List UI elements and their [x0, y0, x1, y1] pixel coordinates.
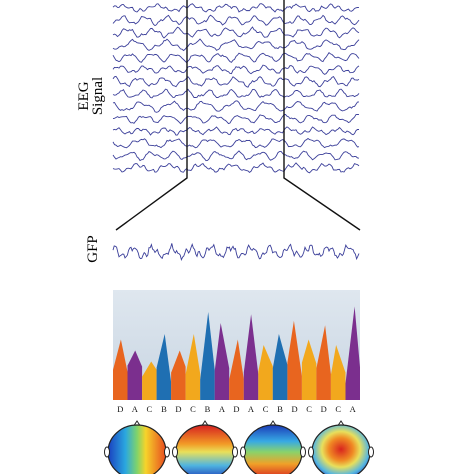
- eeg-channel-trace: [112, 75, 360, 88]
- scalp-map: [243, 424, 303, 474]
- microstate-segment-c: [258, 345, 273, 400]
- microstate-label: C: [146, 404, 152, 414]
- microstate-label: D: [117, 404, 123, 414]
- microstate-segment-d: [113, 339, 128, 400]
- microstate-segment-c: [185, 334, 201, 400]
- eeg-channel-trace: [112, 137, 360, 149]
- ear-right: [164, 446, 170, 458]
- microstate-segment-a: [214, 323, 230, 400]
- eeg-label-line1: EEG: [76, 81, 92, 111]
- microstate-label: A: [219, 404, 226, 414]
- eeg-channel-trace: [112, 150, 360, 162]
- microstate-segment-b: [200, 312, 215, 400]
- topomap-1: [104, 420, 170, 474]
- microstate-label: C: [190, 404, 196, 414]
- microstate-segment-a: [243, 314, 259, 400]
- microstate-label: A: [350, 404, 357, 414]
- scalp-map: [175, 424, 235, 474]
- microstate-label: D: [233, 404, 239, 414]
- eeg-channel-trace: [112, 113, 360, 125]
- microstate-segment-d: [287, 320, 302, 400]
- microstate-label: B: [277, 404, 283, 414]
- microstate-label: B: [205, 404, 211, 414]
- microstate-segment-a: [127, 350, 143, 400]
- microstate-label: D: [175, 404, 181, 414]
- topographic-maps: [104, 420, 374, 474]
- microstate-label: D: [292, 404, 298, 414]
- ear-left: [240, 446, 246, 458]
- microstate-segment-d: [171, 350, 186, 400]
- ear-right: [368, 446, 374, 458]
- microstate-segment-c: [301, 339, 317, 400]
- ear-right: [300, 446, 306, 458]
- eeg-channel-trace: [112, 126, 359, 136]
- eeg-channel-trace: [112, 38, 360, 52]
- microstate-segment-chart: [113, 290, 360, 400]
- microstate-label: C: [335, 404, 341, 414]
- gfp-trace: [112, 243, 360, 262]
- ear-left: [172, 446, 178, 458]
- microstate-segment-c: [142, 361, 157, 400]
- microstate-label: B: [161, 404, 167, 414]
- topomap-2: [172, 420, 238, 474]
- eeg-channel-trace: [112, 88, 360, 99]
- eeg-channel-trace: [112, 100, 360, 113]
- microstate-label: A: [132, 404, 139, 414]
- microstate-label: D: [321, 404, 327, 414]
- gfp-axis-label: GFP: [85, 235, 101, 263]
- microstate-segment-c: [330, 345, 346, 400]
- eeg-channel-trace: [112, 14, 360, 27]
- microstate-label: A: [248, 404, 255, 414]
- microstate-segment-a: [345, 306, 360, 400]
- eeg-channel-trace: [112, 162, 360, 174]
- ear-right: [232, 446, 238, 458]
- topomap-3: [240, 420, 306, 474]
- microstate-segment-b: [272, 334, 288, 400]
- zoom-line-right: [283, 0, 361, 231]
- zoom-line-left: [115, 0, 188, 231]
- eeg-channel-trace: [112, 26, 360, 39]
- ear-left: [308, 446, 314, 458]
- eeg-channel-trace: [112, 3, 360, 13]
- microstate-segment-b: [156, 334, 172, 400]
- zoom-guide-lines: [115, 0, 361, 231]
- eeg-traces: [112, 3, 360, 174]
- ear-left: [104, 446, 110, 458]
- eeg-channel-trace: [112, 52, 360, 64]
- scalp-map: [311, 424, 371, 474]
- eeg-label-line2: Signal: [90, 76, 106, 116]
- microstate-label: C: [263, 404, 269, 414]
- scalp-map: [107, 424, 167, 474]
- eeg-signal-axis-label: EEG Signal: [76, 61, 109, 131]
- eeg-channel-trace: [112, 64, 360, 75]
- topomap-4: [308, 420, 374, 474]
- microstate-label: C: [306, 404, 312, 414]
- gfp-line: [112, 243, 360, 262]
- microstate-segment-d: [229, 339, 244, 400]
- microstate-segment-d: [316, 325, 331, 400]
